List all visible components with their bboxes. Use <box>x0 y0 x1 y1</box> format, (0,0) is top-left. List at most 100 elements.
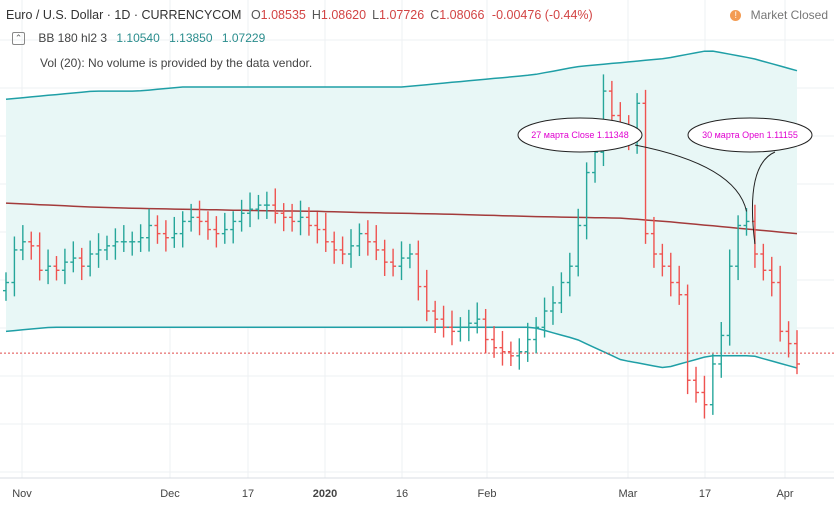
ohlc-bar <box>204 211 211 240</box>
ohlc-bar <box>36 232 43 281</box>
ohlc-bar <box>760 243 767 281</box>
bb-basis-value: 1.10540 <box>116 31 160 45</box>
ohlc-bar <box>188 203 195 232</box>
annotation-callout: 27 марта Close 1.11348 <box>517 117 747 212</box>
exclamation-icon: ! <box>730 10 742 22</box>
symbol-title[interactable]: Euro / U.S. Dollar · 1D · CURRENCYCOM <box>6 8 242 22</box>
ohlc-bar <box>322 212 329 252</box>
ohlc-value-o: 1.08535 <box>260 8 306 22</box>
ohlc-bar <box>566 252 573 297</box>
ohlc-bar <box>120 225 127 252</box>
ohlc-bar <box>112 228 119 260</box>
callout-arrow <box>634 144 747 212</box>
x-tick-label: Nov <box>12 488 32 500</box>
ohlc-bar <box>280 203 287 232</box>
ohlc-bar <box>575 208 582 277</box>
ohlc-bar <box>718 322 725 378</box>
volume-label[interactable]: Vol (20): No volume is provided by the d… <box>40 56 313 70</box>
ohlc-bar <box>785 321 792 358</box>
bb-basis-line <box>5 202 798 235</box>
ohlc-bar <box>533 317 540 354</box>
x-tick-label: 2020 <box>313 488 337 500</box>
ohlc-bar <box>11 236 18 297</box>
ohlc-bar <box>777 265 784 342</box>
legend-volume: Vol (20): No volume is provided by the d… <box>40 56 312 70</box>
ohlc-bar <box>373 225 380 261</box>
ohlc-bar <box>103 235 110 261</box>
bb-upper-line <box>5 50 798 100</box>
bb-lower-line <box>5 326 798 369</box>
ohlc-bar <box>642 89 649 244</box>
ohlc-bar <box>196 200 203 236</box>
ohlc-bar <box>87 240 94 277</box>
legend-bb: ⌃ BB 180 hl2 3 1.10540 1.13850 1.07229 <box>12 31 266 46</box>
ohlc-bar <box>457 317 464 342</box>
annotations: 27 марта Close 1.11348 30 марта Open 1.11… <box>517 117 813 245</box>
ohlc-bar <box>45 249 52 285</box>
ohlc-bar <box>768 256 775 297</box>
x-tick-label: Dec <box>160 488 180 500</box>
x-tick-label: Feb <box>478 488 497 500</box>
ohlc-bar <box>482 308 489 354</box>
ohlc-bar <box>314 212 321 244</box>
ohlc-label-o: O <box>250 8 261 22</box>
ohlc-bar <box>608 80 615 126</box>
ohlc-bar <box>583 162 590 240</box>
ohlc-value-c: 1.08066 <box>439 8 485 22</box>
ohlc-label-l: L <box>372 8 380 22</box>
ohlc-value-h: 1.08620 <box>320 8 367 22</box>
ohlc-bar <box>3 272 9 301</box>
bb-label[interactable]: BB 180 hl2 3 <box>38 31 108 45</box>
ohlc-bar <box>297 200 304 236</box>
x-tick-label: 17 <box>699 488 711 500</box>
ohlc-bar <box>701 375 708 419</box>
bb-upper-value: 1.13850 <box>169 31 213 45</box>
ohlc-bar <box>381 239 388 276</box>
ohlc-bar <box>289 203 296 232</box>
x-tick-label: 17 <box>242 488 254 500</box>
ohlc-bar <box>247 192 254 228</box>
ohlc-value-l: 1.07726 <box>379 8 425 22</box>
ohlc-bar <box>465 309 472 342</box>
callout-arrow <box>751 151 776 245</box>
annotation-text: 27 марта Close 1.11348 <box>531 130 628 140</box>
time-axis: Nov Dec 17 2020 16 Feb Mar 17 Apr <box>0 477 834 508</box>
bb-lower-value: 1.07229 <box>221 31 266 45</box>
ohlc-bar <box>331 231 338 264</box>
axis-bg <box>0 478 834 508</box>
callout-bubble <box>687 117 813 153</box>
annotation-callout: 30 марта Open 1.11155 <box>687 117 813 245</box>
ohlc-bar <box>162 220 169 252</box>
ohlc-bar <box>474 302 481 334</box>
ohlc-bar <box>794 330 800 375</box>
ohlc-label-h: H <box>311 8 321 22</box>
x-tick-label: Mar <box>619 488 638 500</box>
ohlc-bar <box>726 249 733 346</box>
ohlc-bar <box>693 366 700 403</box>
ohlc-bar <box>213 216 220 248</box>
ohlc-bar <box>406 243 413 269</box>
ohlc-bar <box>129 231 136 256</box>
ohlc-label-c: C <box>430 8 440 22</box>
ohlc-bar <box>684 284 691 395</box>
ohlc-values: O1.08535 H1.08620 L1.07726 C1.08066 <box>245 8 485 22</box>
ohlc-bar <box>516 338 523 370</box>
ohlc-bar <box>61 248 68 285</box>
ohlc-bar <box>440 305 447 338</box>
market-status[interactable]: ! Market Closed <box>730 8 828 22</box>
ohlc-bar <box>415 240 422 301</box>
chevron-up-icon[interactable]: ⌃ <box>12 32 25 46</box>
ohlc-bar <box>676 265 683 305</box>
ohlc-bar <box>364 220 371 256</box>
ohlc-bar <box>356 223 363 257</box>
ohlc-bar <box>507 341 514 366</box>
price-change: -0.00476 (-0.44%) <box>491 8 593 22</box>
ohlc-bar <box>230 211 237 244</box>
ohlc-bar <box>238 199 245 232</box>
callout-bubble <box>517 117 643 153</box>
ohlc-bar <box>348 229 355 268</box>
annotation-text: 30 марта Open 1.11155 <box>702 130 798 140</box>
ohlc-bar <box>255 194 262 220</box>
ohlc-bar <box>524 322 531 362</box>
